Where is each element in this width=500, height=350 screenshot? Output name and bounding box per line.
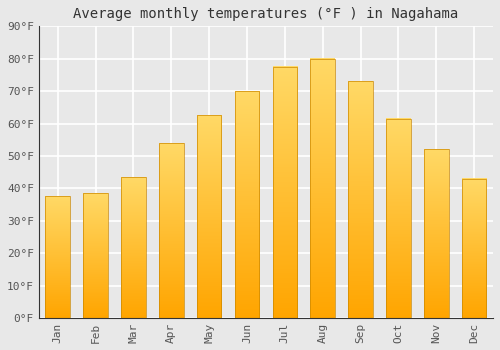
Bar — [197, 116, 222, 318]
Bar — [462, 178, 486, 318]
Bar — [272, 67, 297, 318]
Bar — [121, 177, 146, 318]
Bar — [84, 193, 108, 318]
Bar — [424, 149, 448, 318]
Bar — [386, 119, 410, 318]
Bar — [46, 196, 70, 318]
Bar — [234, 91, 260, 318]
Title: Average monthly temperatures (°F ) in Nagahama: Average monthly temperatures (°F ) in Na… — [74, 7, 458, 21]
Bar — [159, 143, 184, 318]
Bar — [348, 81, 373, 318]
Bar — [310, 59, 335, 318]
